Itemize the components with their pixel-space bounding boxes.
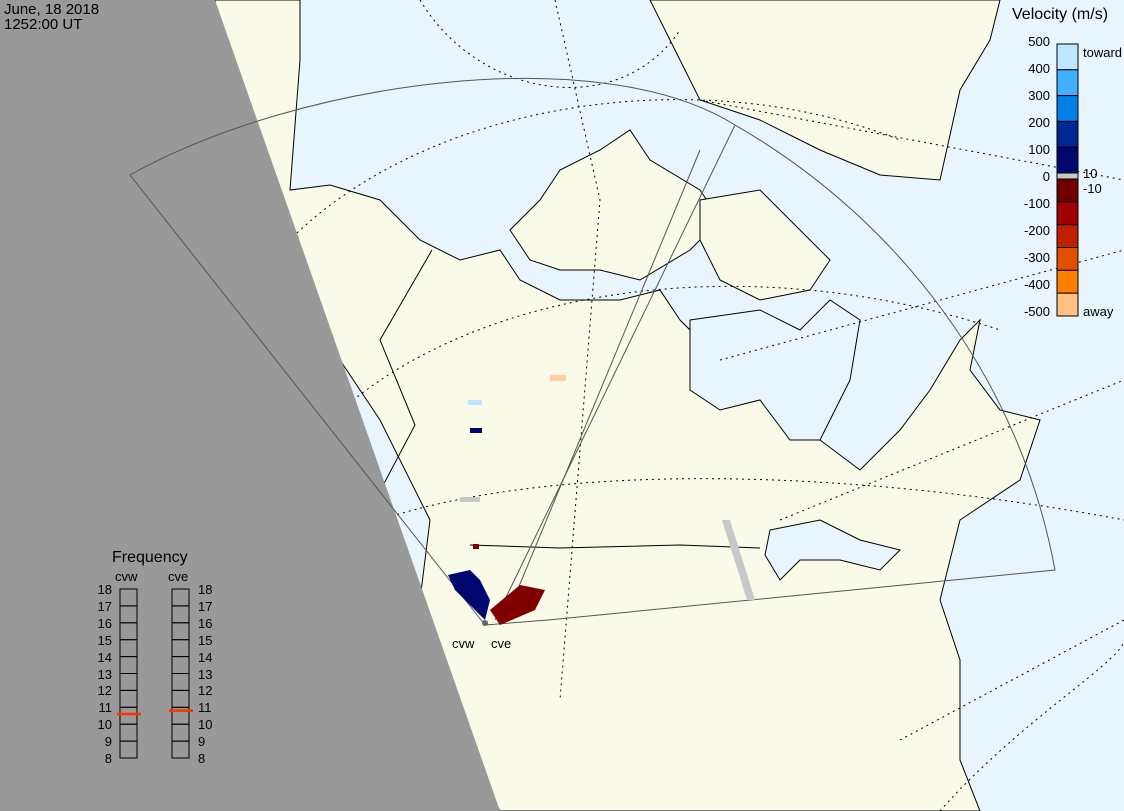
colorbar-segment [1056, 201, 1079, 226]
colorbar-tick: -200 [1023, 223, 1050, 238]
frequency-tick: 12 [198, 683, 213, 699]
colorbar-tick: 0 [1042, 169, 1050, 184]
freq-radar-cve: cve [168, 569, 189, 584]
freq-radar-cvw: cvw [115, 569, 138, 584]
frequency-title: Frequency [112, 549, 188, 566]
site-label-cvw: cvw [452, 636, 475, 651]
date-label: June, 18 2018 [4, 1, 100, 18]
radar-field-of-view [129, 77, 1056, 626]
cve-backscatter [490, 585, 545, 625]
colorbar-tick: -400 [1023, 277, 1050, 292]
colorbar-tick: -300 [1023, 250, 1050, 265]
north-america-land [214, 0, 1041, 811]
frequency-tick: 18 [97, 582, 112, 597]
colorbar-tick: 300 [1028, 88, 1050, 103]
frequency-tick: 14 [198, 649, 213, 665]
colorbar-title: Velocity (m/s) [1012, 6, 1109, 23]
colorbar-segment [1056, 292, 1079, 317]
colorbar-segment [1056, 146, 1079, 174]
frequency-panel [117, 588, 193, 759]
hudson-bay [689, 299, 861, 441]
site-label-cve: cve [491, 636, 512, 651]
colorbar-segment [1056, 224, 1079, 249]
colorbar-tick: 200 [1028, 115, 1050, 130]
colorbar-segment [1056, 269, 1079, 294]
colorbar-ground-scatter [1056, 172, 1079, 180]
colorbar-tick: -500 [1023, 304, 1050, 319]
baffin-island [699, 189, 831, 301]
frequency-tick: 13 [198, 666, 213, 682]
away-label: away [1083, 304, 1114, 319]
land [189, 0, 1041, 811]
frequency-tick: 17 [97, 598, 112, 614]
colorbar-segment [1056, 120, 1079, 148]
frequency-tick: 17 [198, 598, 213, 614]
time-label: 1252:00 UT [4, 16, 83, 33]
borders [369, 249, 761, 549]
frequency-tick: 8 [198, 751, 206, 766]
frequency-tick: 9 [104, 734, 112, 750]
colorbar-tick: 500 [1028, 34, 1050, 49]
colorbar-segment [1056, 69, 1079, 97]
frequency-tick: 9 [198, 734, 206, 750]
colorbar-segment [1056, 95, 1079, 122]
toward-label: toward [1083, 45, 1123, 60]
colorbar-tick: 400 [1028, 61, 1050, 76]
frequency-tick: 18 [198, 582, 213, 597]
frequency-tick: 8 [104, 751, 112, 766]
frequency-tick: 11 [98, 700, 113, 716]
arctic-islands [509, 129, 721, 281]
colorbar-tick: 100 [1028, 142, 1050, 157]
frequency-tick: 15 [198, 632, 213, 648]
frequency-tick: 14 [97, 649, 112, 665]
frequency-tick: 13 [97, 666, 112, 682]
frequency-tick: 10 [198, 717, 213, 733]
frequency-cell [119, 740, 138, 759]
frequency-tick: 10 [97, 717, 112, 733]
greenland-land [649, 0, 1001, 181]
frequency-tick: 15 [97, 632, 112, 648]
radar-scatter [448, 375, 755, 626]
frequency-tick: 11 [198, 700, 212, 716]
colorbar-segment [1056, 43, 1079, 71]
colorbar-segment [1056, 178, 1079, 203]
night-shade [0, 0, 500, 811]
gs-upper-label: 10 [1083, 166, 1098, 181]
frequency-tick: 16 [97, 615, 112, 631]
frequency-cell [171, 740, 190, 759]
great-lakes [764, 519, 901, 581]
cvw-backscatter [448, 570, 490, 620]
velocity-colorbar [1056, 43, 1079, 317]
frequency-tick: 12 [97, 683, 112, 699]
colorbar-segment [1056, 247, 1079, 271]
gs-lower-label: -10 [1083, 181, 1102, 196]
frequency-tick: 16 [198, 615, 213, 631]
colorbar-tick: -100 [1023, 196, 1050, 211]
